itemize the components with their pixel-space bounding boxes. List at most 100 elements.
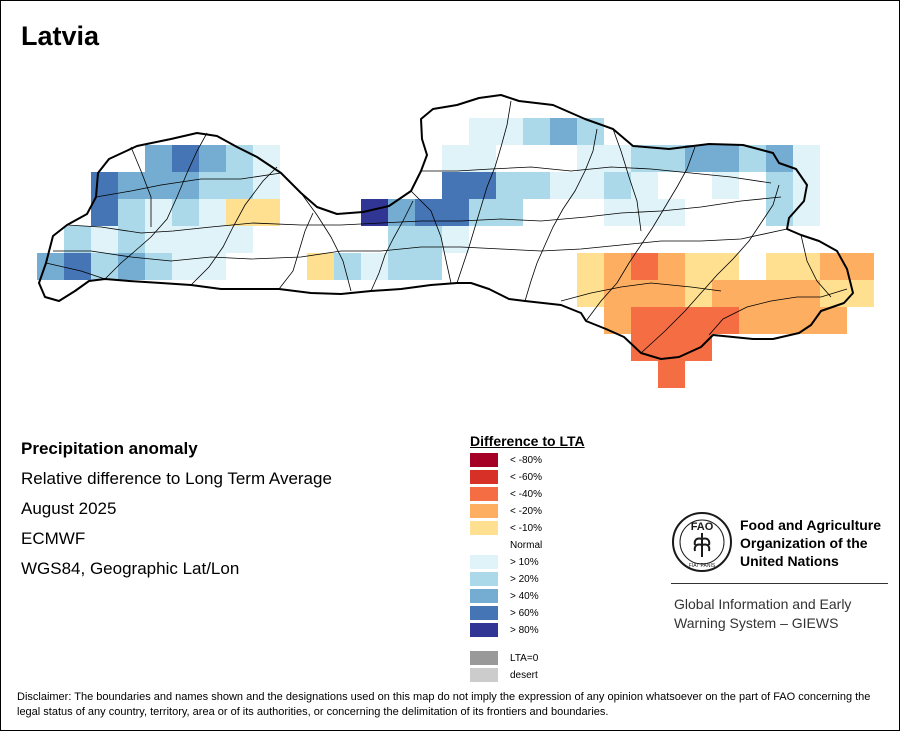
legend-row-m60: < -60% bbox=[470, 470, 542, 484]
anomaly-cell-p40 bbox=[118, 253, 145, 280]
anomaly-cell-m20 bbox=[631, 280, 658, 307]
anomaly-cell-m40 bbox=[631, 307, 658, 334]
anomaly-cell-p10 bbox=[793, 145, 820, 172]
legend-label: Normal bbox=[510, 539, 543, 551]
latvia-country-outline bbox=[38, 94, 854, 360]
anomaly-cell-p10 bbox=[469, 118, 496, 145]
legend-swatch bbox=[470, 538, 498, 552]
anomaly-cell-p10 bbox=[145, 199, 172, 226]
anomaly-cell-p60 bbox=[469, 172, 496, 199]
anomaly-cell-p20 bbox=[631, 145, 658, 172]
metadata-source: ECMWF bbox=[21, 529, 86, 548]
anomaly-cell-p20 bbox=[523, 118, 550, 145]
anomaly-cell-p20 bbox=[172, 199, 199, 226]
anomaly-cell-p20 bbox=[577, 118, 604, 145]
anomaly-cell-p40 bbox=[685, 145, 712, 172]
anomaly-cell-m40 bbox=[712, 307, 739, 334]
municipality-boundaries bbox=[45, 100, 848, 354]
legend-swatch bbox=[470, 623, 498, 637]
anomaly-cell-p60 bbox=[172, 145, 199, 172]
giews-line: Warning System – GIEWS bbox=[674, 615, 839, 631]
anomaly-cell-p10 bbox=[550, 172, 577, 199]
legend-label: < -10% bbox=[510, 522, 542, 534]
legend-row-p60: > 60% bbox=[470, 606, 539, 620]
anomaly-cell-p20 bbox=[469, 199, 496, 226]
anomaly-cell-m20 bbox=[739, 307, 766, 334]
org-name-line: Food and Agriculture bbox=[740, 517, 882, 533]
giews-name: Global Information and Early Warning Sys… bbox=[674, 595, 851, 633]
anomaly-cell-p20 bbox=[415, 253, 442, 280]
legend-swatch bbox=[470, 572, 498, 586]
anomaly-cell-p10 bbox=[658, 199, 685, 226]
fao-logo: FAO FIAT PANIS Food and Agriculture Orga… bbox=[671, 511, 891, 636]
legend-label: > 10% bbox=[510, 556, 539, 568]
anomaly-cell-p80 bbox=[361, 199, 388, 226]
anomaly-cell-p20 bbox=[199, 172, 226, 199]
legend-label: > 20% bbox=[510, 573, 539, 585]
legend-row-m10: < -10% bbox=[470, 521, 542, 535]
anomaly-grid bbox=[37, 118, 874, 388]
anomaly-cell-p20 bbox=[145, 253, 172, 280]
anomaly-cell-p40 bbox=[712, 145, 739, 172]
anomaly-cell-m20 bbox=[712, 280, 739, 307]
legend-row-p40: > 40% bbox=[470, 589, 539, 603]
map-metadata: Precipitation anomaly Relative differenc… bbox=[21, 438, 332, 588]
legend-row-p80: > 80% bbox=[470, 623, 539, 637]
anomaly-cell-p40 bbox=[145, 145, 172, 172]
anomaly-cell-p20 bbox=[118, 199, 145, 226]
anomaly-cell-p40 bbox=[118, 172, 145, 199]
org-name-line: United Nations bbox=[740, 553, 839, 569]
anomaly-cell-p60 bbox=[415, 199, 442, 226]
anomaly-cell-p10 bbox=[577, 172, 604, 199]
anomaly-cell-p10 bbox=[577, 145, 604, 172]
anomaly-cell-m10 bbox=[685, 253, 712, 280]
anomaly-cell-p20 bbox=[604, 172, 631, 199]
legend-swatch bbox=[470, 453, 498, 467]
legend-label: LTA=0 bbox=[510, 652, 539, 664]
anomaly-cell-p20 bbox=[226, 145, 253, 172]
anomaly-cell-p10 bbox=[253, 172, 280, 199]
anomaly-cell-m40 bbox=[658, 361, 685, 388]
anomaly-cell-m20 bbox=[820, 307, 847, 334]
anomaly-cell-p10 bbox=[172, 253, 199, 280]
anomaly-cell-p20 bbox=[496, 199, 523, 226]
anomaly-cell-m20 bbox=[793, 280, 820, 307]
anomaly-cell-m20 bbox=[604, 280, 631, 307]
legend-title: Difference to LTA bbox=[470, 433, 585, 449]
legend-swatch bbox=[470, 651, 498, 665]
anomaly-cell-m20 bbox=[658, 253, 685, 280]
legend-row-m80: < -80% bbox=[470, 453, 542, 467]
legend-row-m20: < -20% bbox=[470, 504, 542, 518]
anomaly-cell-p20 bbox=[334, 253, 361, 280]
anomaly-cell-p40 bbox=[550, 118, 577, 145]
anomaly-cell-p10 bbox=[145, 226, 172, 253]
anomaly-cell-m20 bbox=[766, 280, 793, 307]
legend-row-lta0: LTA=0 bbox=[470, 651, 538, 665]
anomaly-cell-p20 bbox=[226, 172, 253, 199]
anomaly-cell-p60 bbox=[91, 199, 118, 226]
anomaly-cell-p10 bbox=[91, 226, 118, 253]
anomaly-cell-m10 bbox=[226, 199, 253, 226]
anomaly-cell-p60 bbox=[442, 199, 469, 226]
anomaly-cell-p10 bbox=[361, 253, 388, 280]
legend-swatch bbox=[470, 555, 498, 569]
anomaly-cell-p20 bbox=[388, 253, 415, 280]
legend-label: > 40% bbox=[510, 590, 539, 602]
emblem-motto: FIAT PANIS bbox=[689, 563, 716, 569]
anomaly-cell-m40 bbox=[658, 307, 685, 334]
legend-swatch bbox=[470, 668, 498, 682]
legend-label: > 80% bbox=[510, 624, 539, 636]
legend: Difference to LTA < -80% < -60% < -40% <… bbox=[470, 433, 630, 682]
anomaly-cell-m20 bbox=[793, 307, 820, 334]
metadata-subtitle: Relative difference to Long Term Average bbox=[21, 469, 332, 488]
legend-row-p10: > 10% bbox=[470, 555, 539, 569]
anomaly-cell-p60 bbox=[64, 253, 91, 280]
disclaimer: Disclaimer: The boundaries and names sho… bbox=[17, 691, 871, 718]
anomaly-cell-m10 bbox=[577, 253, 604, 280]
anomaly-cell-p10 bbox=[442, 226, 469, 253]
anomaly-cell-p40 bbox=[199, 145, 226, 172]
metadata-projection: WGS84, Geographic Lat/Lon bbox=[21, 559, 240, 578]
anomaly-cell-m10 bbox=[253, 199, 280, 226]
legend-swatch bbox=[470, 521, 498, 535]
